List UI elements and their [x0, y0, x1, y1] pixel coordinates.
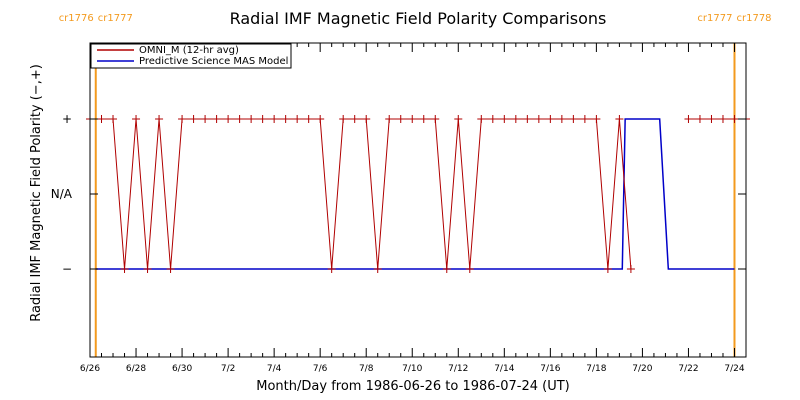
data-point-omni	[201, 115, 210, 123]
data-point-omni	[454, 115, 463, 123]
legend: OMNI_M (12-hr avg) Predictive Science MA…	[90, 43, 292, 69]
carrington-label-after: cr1777	[98, 13, 133, 24]
legend-label-mas: Predictive Science MAS Model	[139, 56, 288, 67]
data-point-omni	[281, 115, 290, 123]
carrington-markers: cr1776 cr1777 cr1777 cr1778	[59, 13, 772, 357]
carrington-label-after: cr1778	[736, 13, 771, 24]
x-tick-label: 6/28	[126, 364, 146, 374]
data-point-omni	[465, 265, 474, 273]
data-point-omni	[270, 115, 279, 123]
data-point-omni	[385, 115, 394, 123]
x-tick-label: 7/12	[448, 364, 468, 374]
chart-title: Radial IMF Magnetic Field Polarity Compa…	[230, 9, 607, 28]
data-point-omni	[615, 115, 624, 123]
data-point-omni	[488, 115, 497, 123]
data-point-omni	[327, 265, 336, 273]
x-tick-label: 7/8	[359, 364, 374, 374]
plot-frame	[89, 42, 747, 358]
y-tick-label: N/A	[51, 187, 73, 201]
data-point-omni	[511, 115, 520, 123]
data-point-omni	[316, 115, 325, 123]
data-point-omni	[339, 115, 348, 123]
data-point-omni	[178, 115, 187, 123]
data-point-omni	[109, 115, 118, 123]
data-point-omni	[684, 115, 693, 123]
data-point-omni	[546, 115, 555, 123]
data-point-omni	[603, 265, 612, 273]
x-axis-ticks: 6/26 6/28 6/30 7/2 7/4 7/6 7/8 7/10 7/12 7/14 7/16…	[80, 43, 747, 374]
carrington-label-before: cr1777	[697, 13, 732, 24]
data-point-omni	[304, 115, 313, 123]
data-point-omni	[419, 115, 428, 123]
data-point-omni	[718, 115, 727, 123]
series-line-omni	[90, 118, 632, 270]
data-point-omni	[293, 115, 302, 123]
data-point-omni	[500, 115, 509, 123]
data-point-omni	[189, 115, 198, 123]
x-tick-label: 7/6	[313, 364, 328, 374]
x-tick-label: 7/14	[494, 364, 514, 374]
data-point-omni	[442, 265, 451, 273]
data-point-omni	[155, 115, 164, 123]
data-point-omni	[695, 115, 704, 123]
legend-label-omni: OMNI_M (12-hr avg)	[139, 45, 239, 56]
carrington-label-before: cr1776	[59, 13, 94, 24]
data-point-omni	[523, 115, 532, 123]
x-tick-label: 7/2	[221, 364, 235, 374]
data-point-omni	[626, 265, 635, 273]
data-point-omni	[707, 115, 716, 123]
y-axis-ticks: − N/A +	[51, 112, 746, 276]
series-layer	[86, 115, 750, 273]
x-tick-label: 7/18	[586, 364, 606, 374]
data-point-omni	[580, 115, 589, 123]
data-point-omni	[373, 265, 382, 273]
y-tick-label: +	[62, 112, 72, 126]
data-point-omni	[235, 115, 244, 123]
x-tick-label: 6/26	[80, 364, 100, 374]
series-line-mas	[95, 118, 735, 270]
x-axis-label: Month/Day from 1986-06-26 to 1986-07-24 …	[256, 379, 569, 394]
data-point-omni	[143, 265, 152, 273]
data-point-omni	[431, 115, 440, 123]
x-tick-label: 7/20	[632, 364, 652, 374]
data-point-omni	[477, 115, 486, 123]
x-tick-label: 7/22	[678, 364, 698, 374]
data-point-omni	[212, 115, 221, 123]
data-point-omni	[730, 115, 739, 123]
data-point-omni	[224, 115, 233, 123]
data-point-omni	[97, 115, 106, 123]
data-point-omni	[534, 115, 543, 123]
data-point-omni	[408, 115, 417, 123]
data-point-omni	[166, 265, 175, 273]
data-point-omni	[132, 115, 141, 123]
x-tick-label: 7/16	[540, 364, 560, 374]
data-point-omni	[557, 115, 566, 123]
data-point-omni	[247, 115, 256, 123]
x-tick-label: 6/30	[172, 364, 192, 374]
legend-box	[90, 43, 292, 69]
data-point-omni	[362, 115, 371, 123]
data-point-omni	[569, 115, 578, 123]
data-point-omni	[350, 115, 359, 123]
data-point-omni	[592, 115, 601, 123]
x-tick-label: 7/10	[402, 364, 422, 374]
y-tick-label: −	[62, 262, 72, 276]
data-point-omni	[258, 115, 267, 123]
data-point-omni	[120, 265, 129, 273]
x-tick-label: 7/24	[724, 364, 744, 374]
x-tick-label: 7/4	[267, 364, 282, 374]
data-point-omni	[396, 115, 405, 123]
y-axis-label: Radial IMF Magnetic Field Polarity (−,+)	[29, 64, 44, 322]
